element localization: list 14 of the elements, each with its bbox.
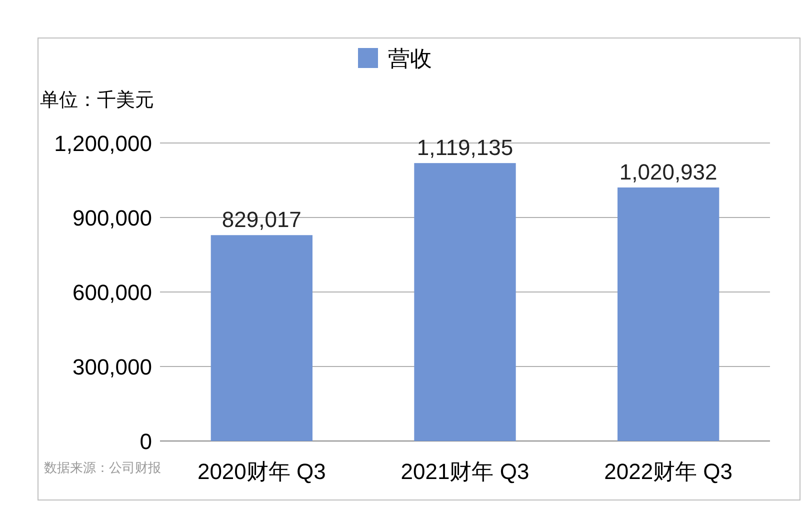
data-label: 1,020,932 [619, 159, 718, 184]
ytick: 900,000 [72, 206, 152, 230]
ytick: 1,200,000 [54, 131, 152, 156]
data-label: 1,119,135 [416, 135, 514, 160]
annotation: 数据来源：公司财报 [44, 460, 161, 475]
ytick: 0 [140, 429, 152, 454]
data-label: 829,017 [222, 207, 302, 232]
xtick: 2022财年 Q3 [604, 459, 733, 484]
ytick: 300,000 [72, 354, 152, 380]
ytick: 600,000 [72, 280, 152, 305]
ylabel: 单位：千美元 [40, 90, 154, 111]
xtick: 2021财年 Q3 [400, 459, 530, 484]
legend-label: 营收 [388, 46, 432, 71]
xtick: 2020财年 Q3 [197, 459, 326, 484]
